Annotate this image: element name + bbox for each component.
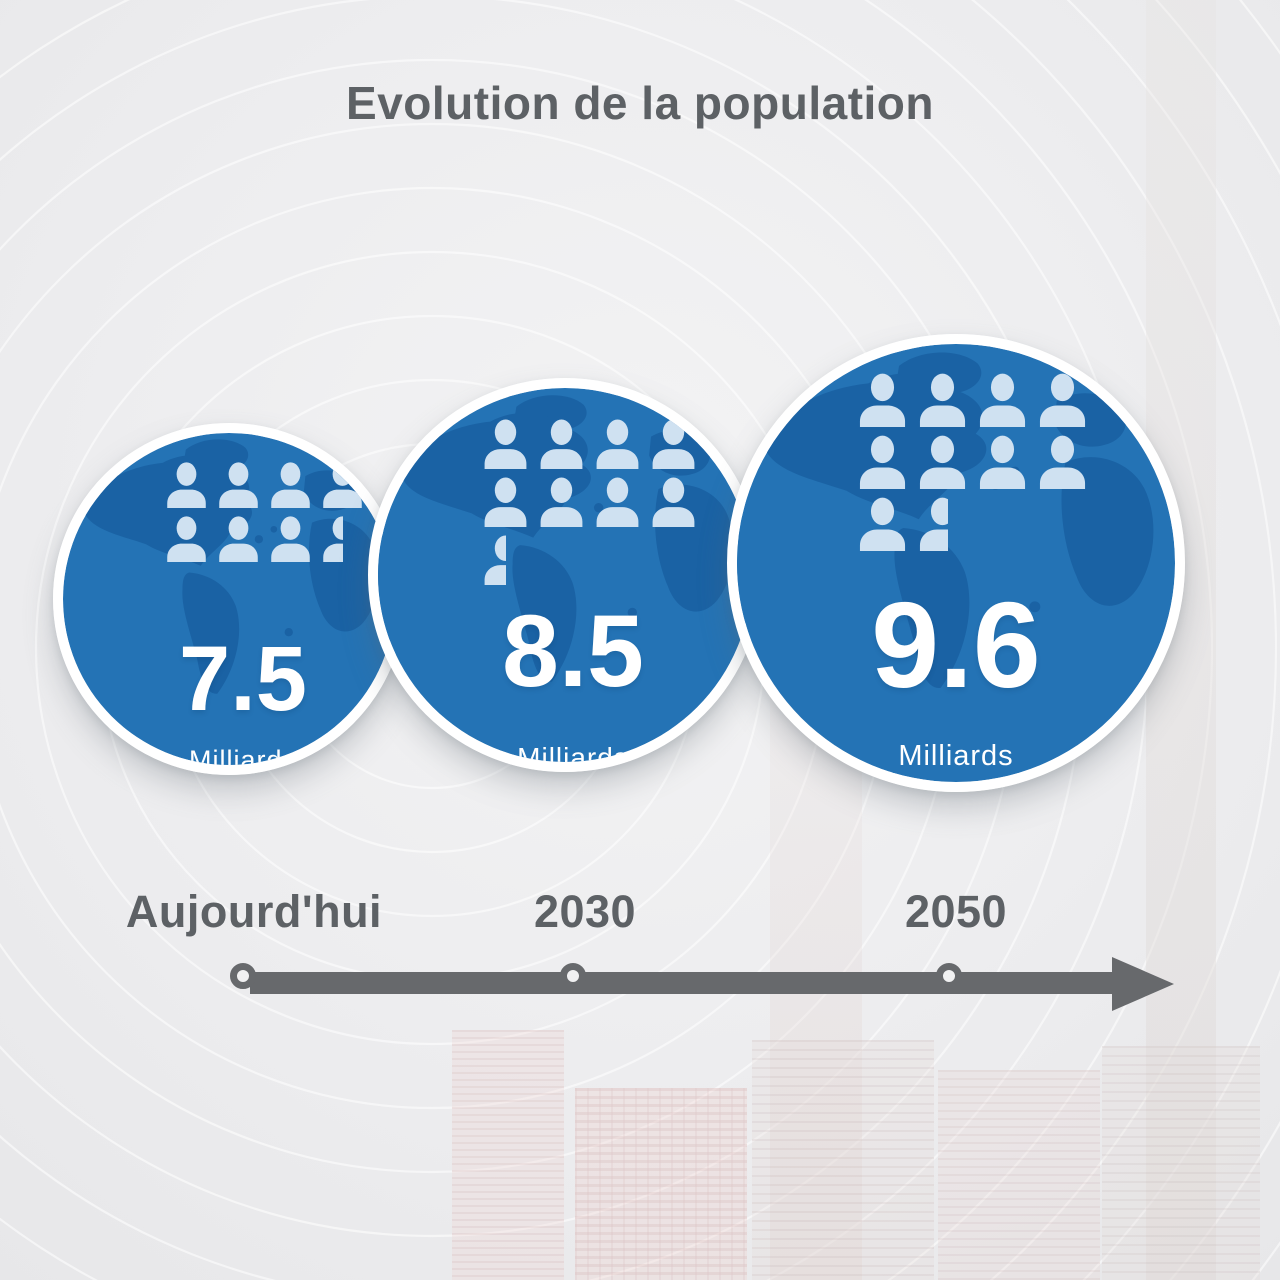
person-icon bbox=[267, 461, 314, 508]
timeline-marker-dot bbox=[230, 963, 256, 989]
person-icon bbox=[215, 515, 262, 562]
person-icon bbox=[915, 372, 970, 427]
person-icon bbox=[648, 476, 699, 527]
background-building bbox=[938, 1070, 1100, 1280]
arrow-right-icon bbox=[1112, 957, 1174, 1011]
people-row bbox=[480, 418, 699, 469]
people-row bbox=[163, 515, 366, 562]
people-row bbox=[480, 534, 699, 585]
person-partial-icon bbox=[915, 496, 948, 551]
person-icon bbox=[215, 461, 262, 508]
timeline-marker-dot bbox=[936, 963, 962, 989]
person-icon bbox=[592, 418, 643, 469]
timeline-label-today: Aujourd'hui bbox=[125, 886, 383, 937]
person-icon bbox=[319, 461, 366, 508]
population-bubble-today: 7.5 Milliards bbox=[53, 423, 405, 775]
person-icon bbox=[536, 418, 587, 469]
person-icon bbox=[1035, 372, 1090, 427]
population-value: 9.6 bbox=[871, 577, 1041, 713]
population-unit: Milliards bbox=[517, 742, 629, 772]
people-row bbox=[855, 372, 1090, 427]
person-partial-icon bbox=[480, 534, 506, 585]
person-icon bbox=[648, 418, 699, 469]
person-icon bbox=[592, 476, 643, 527]
people-row bbox=[163, 461, 366, 508]
person-icon bbox=[1035, 434, 1090, 489]
timeline-axis bbox=[250, 972, 1140, 994]
person-partial-icon bbox=[319, 515, 343, 562]
people-pictogram bbox=[480, 418, 699, 585]
population-unit: Milliards bbox=[898, 740, 1014, 772]
person-icon bbox=[163, 461, 210, 508]
population-unit: Milliards bbox=[188, 745, 297, 775]
person-icon bbox=[855, 496, 910, 551]
person-icon bbox=[480, 418, 531, 469]
person-icon bbox=[975, 434, 1030, 489]
person-icon bbox=[480, 476, 531, 527]
people-row bbox=[855, 496, 1090, 551]
timeline-marker-dot bbox=[560, 963, 586, 989]
infographic-title: Evolution de la population bbox=[346, 77, 934, 129]
person-icon bbox=[975, 372, 1030, 427]
background-building bbox=[1102, 1046, 1260, 1280]
background-building bbox=[752, 1040, 934, 1280]
people-pictogram bbox=[855, 372, 1090, 551]
people-row bbox=[855, 434, 1090, 489]
population-value: 8.5 bbox=[502, 594, 644, 708]
people-pictogram bbox=[163, 461, 366, 562]
person-icon bbox=[163, 515, 210, 562]
timeline-label-2050: 2050 bbox=[904, 886, 1008, 937]
people-row bbox=[480, 476, 699, 527]
person-icon bbox=[915, 434, 970, 489]
population-bubble-2030: 8.5 Milliards bbox=[368, 378, 762, 772]
background-building bbox=[452, 1030, 564, 1280]
population-bubble-2050: 9.6 Milliards bbox=[727, 334, 1185, 792]
background-building bbox=[575, 1088, 747, 1280]
person-icon bbox=[855, 372, 910, 427]
timeline-label-2030: 2030 bbox=[533, 886, 637, 937]
person-icon bbox=[855, 434, 910, 489]
population-value: 7.5 bbox=[179, 628, 307, 730]
person-icon bbox=[267, 515, 314, 562]
person-icon bbox=[536, 476, 587, 527]
